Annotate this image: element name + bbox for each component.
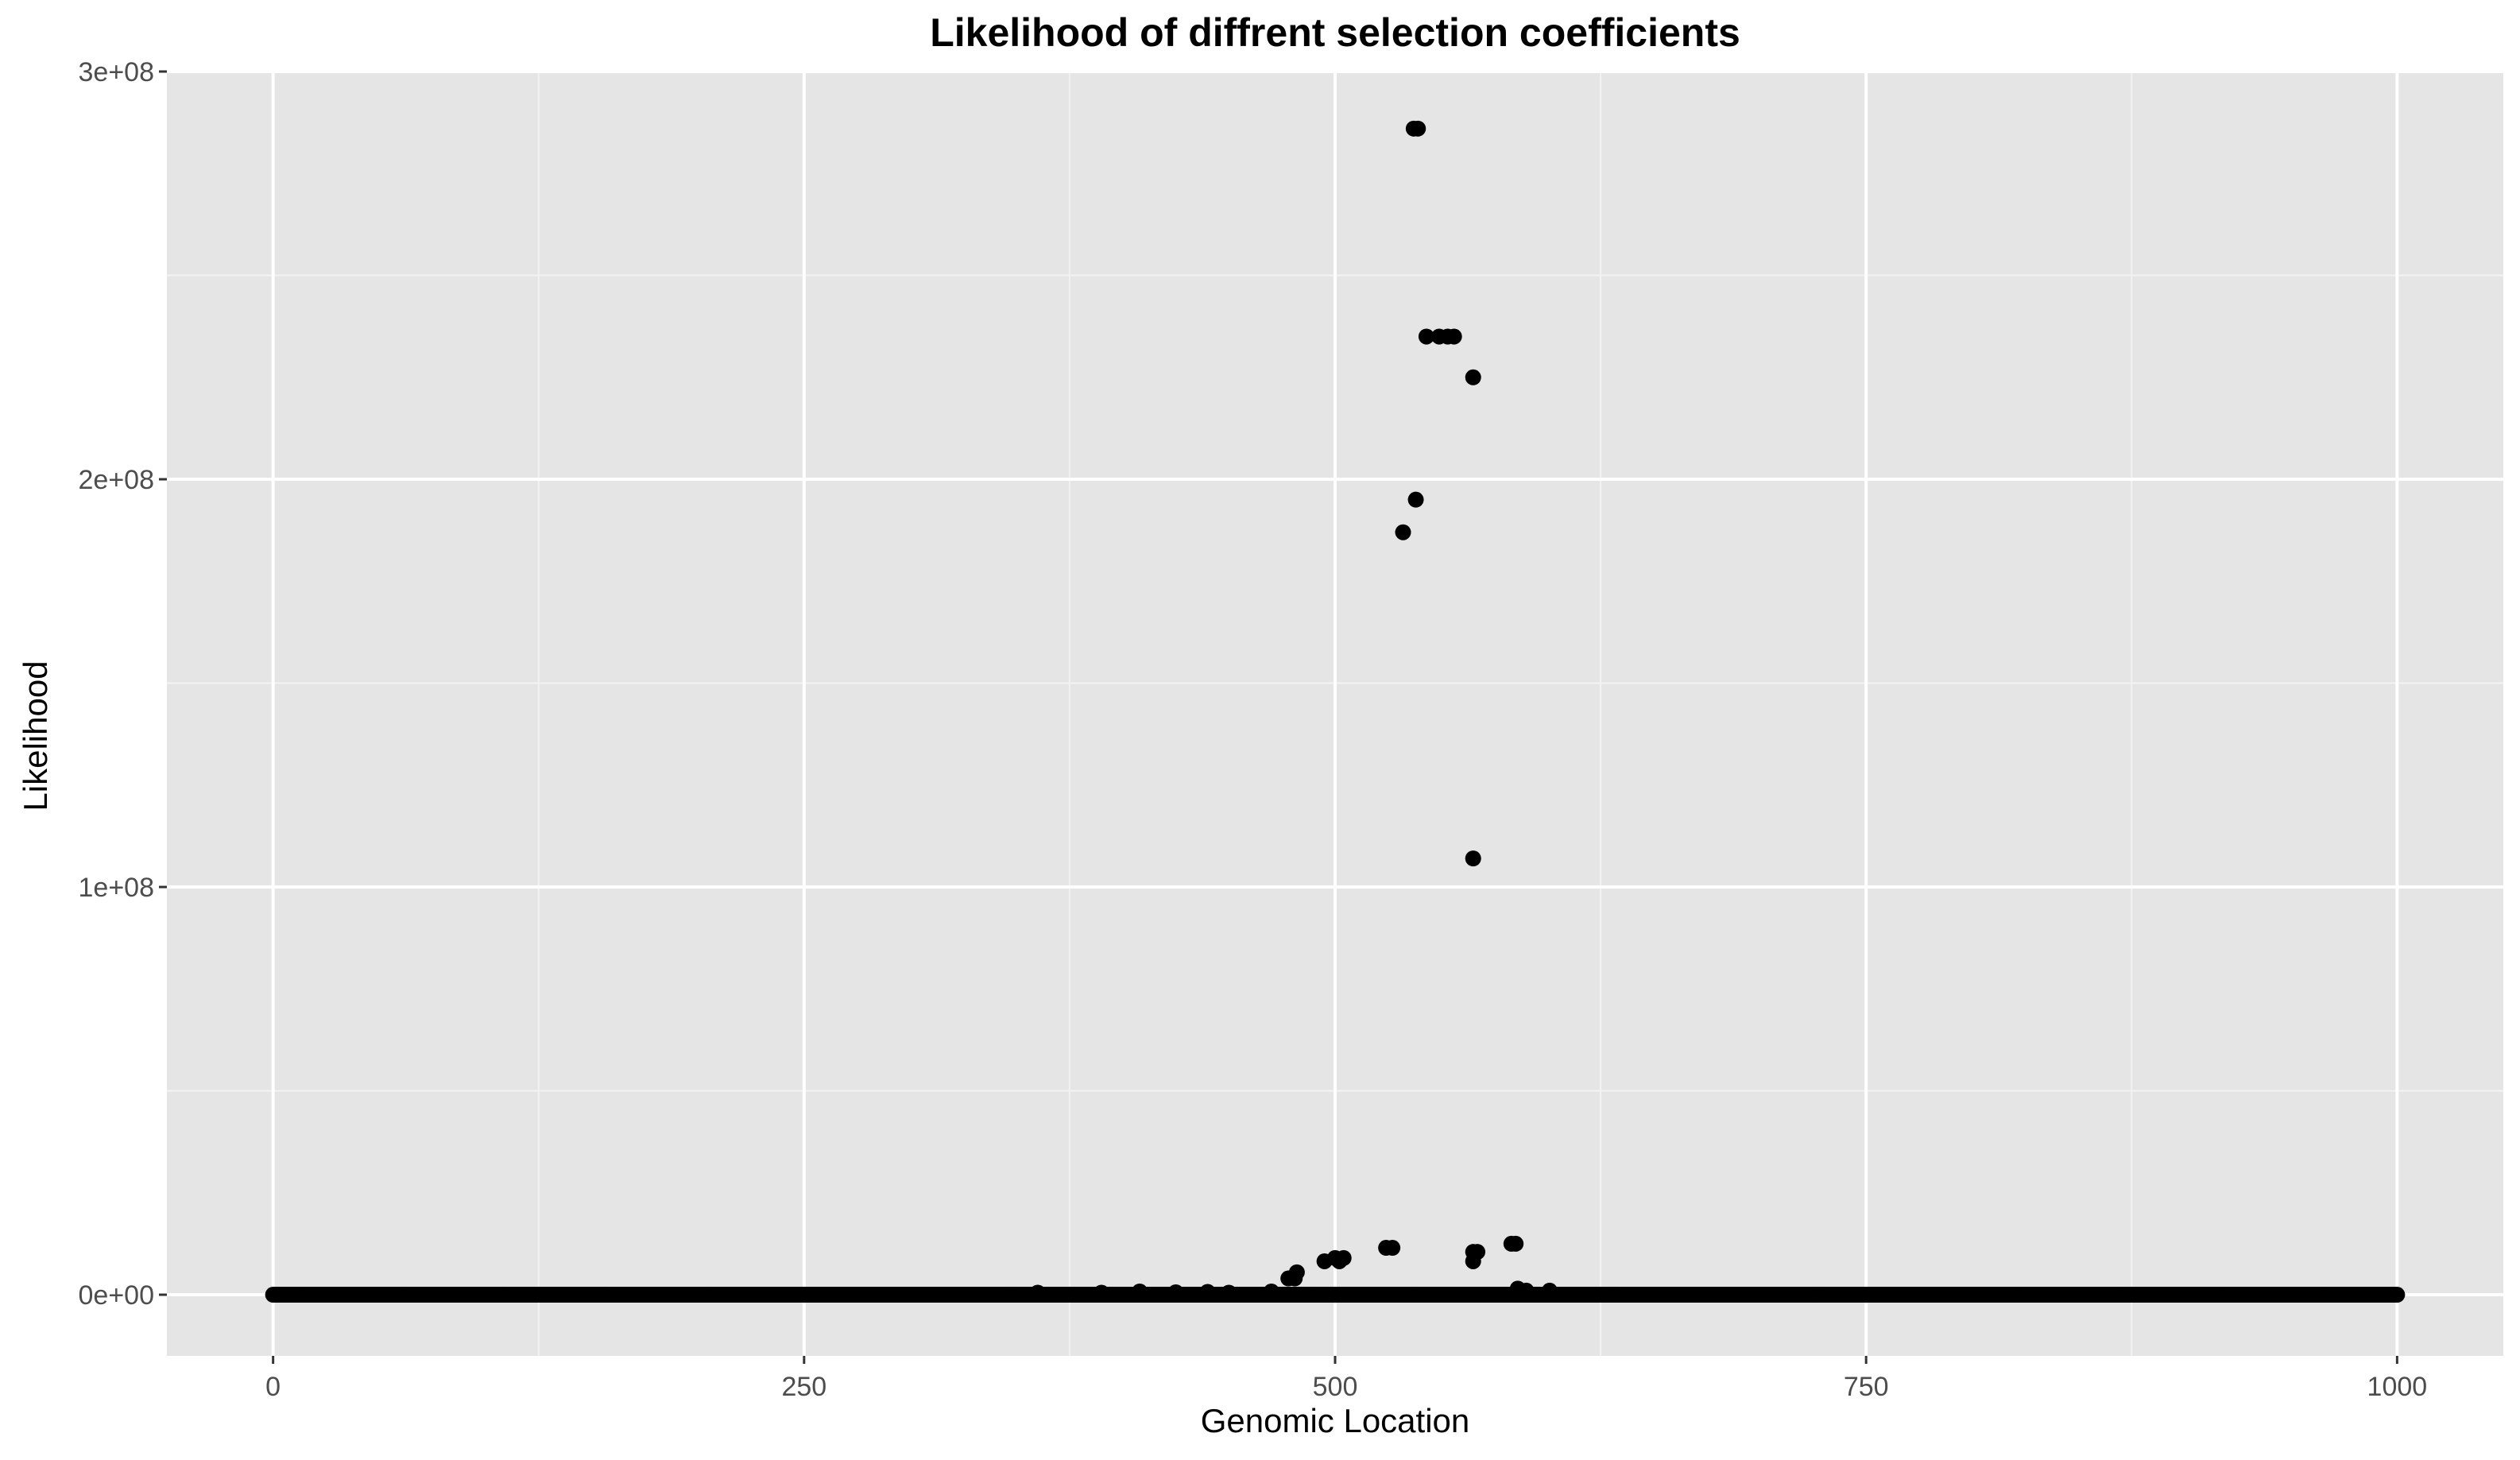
x-axis-label: Genomic Location bbox=[1200, 1402, 1470, 1439]
x-tick-label: 1000 bbox=[2367, 1372, 2428, 1402]
chart-title: Likelihood of diffrent selection coeffic… bbox=[930, 10, 1740, 55]
data-point bbox=[1316, 1253, 1333, 1269]
data-point bbox=[1029, 1284, 1046, 1301]
data-point bbox=[1508, 1235, 1524, 1252]
data-point bbox=[1465, 369, 1481, 385]
x-tick-label: 0 bbox=[265, 1372, 281, 1402]
data-point bbox=[1465, 850, 1481, 867]
data-point bbox=[1541, 1282, 1558, 1299]
data-point bbox=[1287, 1270, 1303, 1287]
y-tick-label: 0e+00 bbox=[79, 1280, 155, 1311]
data-point bbox=[1094, 1284, 1109, 1301]
data-point bbox=[1199, 1284, 1216, 1300]
data-point bbox=[1167, 1284, 1184, 1300]
data-point bbox=[1331, 1253, 1348, 1269]
data-point bbox=[1221, 1284, 1237, 1301]
data-point bbox=[1132, 1283, 1148, 1299]
data-point bbox=[1446, 328, 1462, 345]
x-tick-label: 250 bbox=[781, 1372, 826, 1402]
data-point bbox=[1263, 1283, 1279, 1299]
x-tick-label: 500 bbox=[1313, 1372, 1358, 1402]
data-point bbox=[1465, 1253, 1481, 1269]
data-point bbox=[1407, 491, 1424, 508]
data-point bbox=[1418, 328, 1434, 345]
y-tick-label: 2e+08 bbox=[79, 465, 155, 495]
y-tick-label: 3e+08 bbox=[79, 57, 155, 87]
data-point bbox=[2389, 1287, 2406, 1303]
data-point bbox=[1410, 120, 1426, 137]
data-point bbox=[1395, 524, 1411, 540]
y-tick-label: 1e+08 bbox=[79, 873, 155, 903]
x-tick-label: 750 bbox=[1844, 1372, 1889, 1402]
data-point bbox=[1384, 1240, 1401, 1257]
data-point bbox=[1518, 1282, 1535, 1299]
